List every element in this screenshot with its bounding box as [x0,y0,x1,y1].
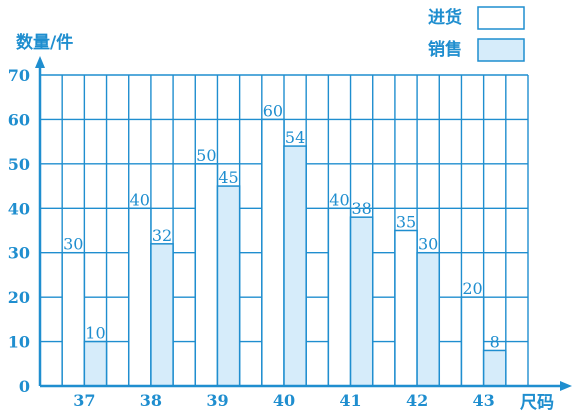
value-label-stock: 35 [396,213,416,232]
value-label-stock: 20 [462,279,482,298]
y-tick-label: 0 [19,377,30,396]
axes [35,56,572,391]
value-label-sales: 54 [285,128,305,147]
x-tick-label: 38 [140,391,162,410]
value-label-sales: 8 [490,332,500,351]
value-label-sales: 30 [418,235,438,254]
bar-sales [150,243,174,387]
legend-swatch-sales [477,38,525,62]
x-tick-label: 37 [73,391,95,410]
bar-sales [416,251,441,387]
y-tick-label: 70 [8,66,30,85]
x-tick-label: 41 [339,391,361,410]
y-tick-label: 10 [8,333,30,352]
y-tick-label: 60 [8,110,30,129]
value-label-sales: 10 [85,324,105,343]
bar-sales [349,216,374,387]
x-tick-label: 43 [473,391,495,410]
x-axis-arrow-icon [560,381,572,391]
value-label-stock: 40 [130,190,150,209]
value-label-stock: 30 [63,235,83,254]
bar-stock [61,251,86,387]
bar-stock [394,229,418,387]
y-tick-label: 50 [8,155,30,174]
y-tick-label: 30 [8,244,30,263]
bar-sales [216,185,241,387]
y-tick-label: 20 [8,288,30,307]
value-label-stock: 60 [263,101,283,120]
tick-labels: 37 38 39 40 41 42 43 0 10 20 30 40 50 60 70 [8,66,495,410]
bar-sales [482,349,507,387]
bar-sales [283,145,307,387]
value-label-sales: 38 [351,199,371,218]
bar-stock [127,207,152,387]
bar-stock [194,163,219,387]
y-axis-title: 数量/件 [16,32,73,53]
x-tick-label: 39 [206,391,228,410]
x-axis-title: 尺码 [520,393,554,412]
x-tick-label: 40 [273,391,295,410]
y-axis-arrow-icon [35,56,45,68]
bars [61,118,507,387]
bar-sales [83,340,108,387]
bar-stock [460,296,485,387]
value-label-sales: 45 [218,168,238,187]
x-tick-label: 42 [406,391,428,410]
y-tick-label: 40 [8,199,30,218]
value-label-stock: 40 [329,190,349,209]
legend-label-sales: 销售 [428,39,462,60]
value-label-sales: 32 [152,226,172,245]
value-label-stock: 50 [196,146,216,165]
legend: 进货 销售 [428,6,525,62]
bar-stock [261,118,285,387]
legend-swatch-stock [477,6,525,30]
bar-stock [327,207,352,387]
legend-label-stock: 进货 [428,7,462,28]
